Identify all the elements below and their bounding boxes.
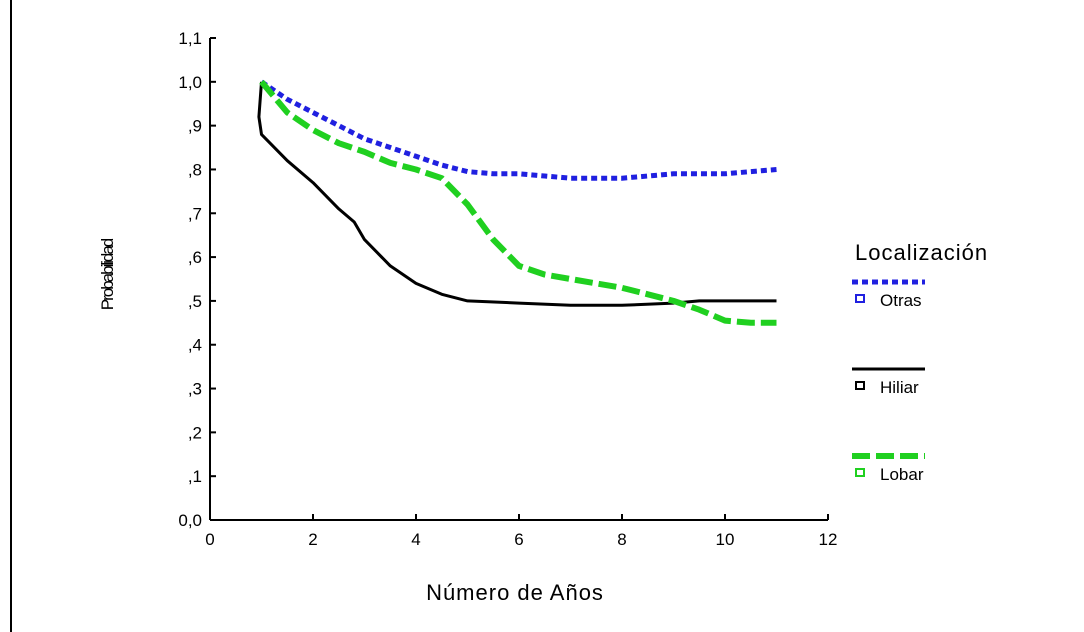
y-tick-label: ,8 xyxy=(188,160,202,179)
x-tick-label: 4 xyxy=(411,530,420,549)
y-tick-label: 0,0 xyxy=(178,511,202,530)
y-tick-label: ,7 xyxy=(188,204,202,223)
axes xyxy=(209,38,828,521)
y-tick-label: ,4 xyxy=(188,336,202,355)
x-tick-label: 10 xyxy=(716,530,735,549)
left-border-line xyxy=(10,0,12,632)
legend-marker-icon xyxy=(855,468,865,477)
series-line-otras xyxy=(260,79,777,181)
y-tick-label: 1,0 xyxy=(178,73,202,92)
series-layer xyxy=(257,79,777,326)
y-tick-label: ,2 xyxy=(188,423,202,442)
ticks: 0,0 ,1 ,2 ,3 ,4 ,5 ,6 ,7 ,8 ,9 1,0 1,1 0 2 4 6 8 10 12 xyxy=(178,29,837,549)
x-tick-label: 0 xyxy=(205,530,214,549)
y-tick-label: ,1 xyxy=(188,467,202,486)
legend-label-otras: Otras xyxy=(880,291,922,310)
legend-label-hiliar: Hiliar xyxy=(880,378,919,397)
y-tick-label: ,3 xyxy=(188,380,202,399)
legend-title: Localización xyxy=(855,240,988,265)
legend-marker-icon xyxy=(855,381,865,390)
legend-label-lobar: Lobar xyxy=(880,465,924,484)
x-axis-title: Número de Años xyxy=(426,580,604,605)
series-line-hiliar xyxy=(257,81,777,307)
y-axis-title: Probabilidad xyxy=(98,238,117,310)
legend-marker-icon xyxy=(855,294,865,303)
y-tick-label: ,6 xyxy=(188,248,202,267)
x-tick-label: 8 xyxy=(617,530,626,549)
y-tick-label: ,9 xyxy=(188,117,202,136)
legend: Localización Otras Hiliar Lobar xyxy=(852,240,988,484)
x-tick-label: 6 xyxy=(514,530,523,549)
y-tick-label: 1,1 xyxy=(178,29,202,48)
x-tick-label: 2 xyxy=(308,530,317,549)
y-tick-label: ,5 xyxy=(188,292,202,311)
series-line-lobar xyxy=(259,79,777,326)
x-tick-label: 12 xyxy=(819,530,838,549)
